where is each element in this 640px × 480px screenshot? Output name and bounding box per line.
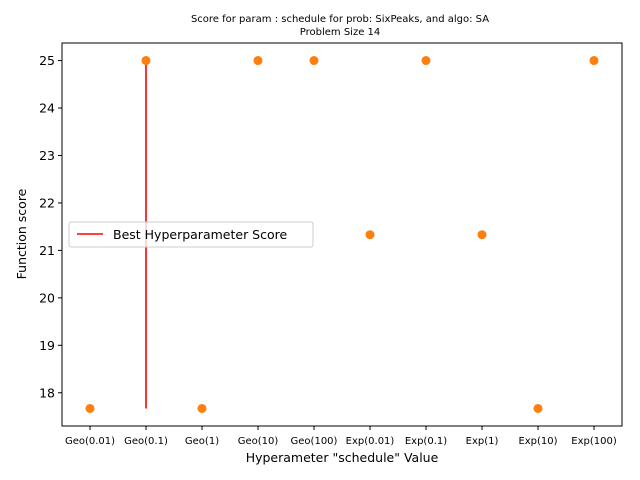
data-point	[421, 56, 431, 66]
x-tick-label: Exp(100)	[571, 436, 617, 447]
legend-frame	[68, 221, 314, 248]
x-axis-label: Hyperameter "schedule" Value	[246, 450, 439, 465]
chart-title-line-2: Problem Size 14	[300, 27, 381, 38]
data-points	[85, 56, 599, 413]
data-point	[589, 56, 599, 66]
data-point	[253, 56, 263, 66]
data-point	[309, 56, 319, 66]
data-point	[477, 230, 487, 240]
data-point	[85, 403, 95, 413]
chart-title-line-1: Score for param : schedule for prob: Six…	[191, 14, 489, 25]
y-tick-label: 19	[39, 338, 55, 353]
data-point	[533, 403, 543, 413]
y-tick-label: 18	[39, 385, 55, 400]
y-tick-label: 23	[39, 148, 55, 163]
y-tick-label: 21	[39, 243, 55, 258]
x-tick-label: Exp(0.01)	[346, 436, 395, 447]
legend: Best Hyperparameter Score	[68, 221, 314, 248]
x-tick-label: Exp(10)	[518, 436, 557, 447]
y-axis-label: Function score	[14, 188, 29, 279]
y-tick-label: 25	[39, 53, 55, 68]
x-tick-label: Geo(100)	[291, 436, 338, 447]
x-tick-label: Geo(10)	[238, 436, 279, 447]
chart-title: Score for param : schedule for prob: Six…	[191, 14, 489, 38]
x-tick-label: Geo(0.01)	[65, 436, 115, 447]
y-tick-label: 20	[39, 290, 55, 305]
legend-label-best-score: Best Hyperparameter Score	[113, 227, 287, 242]
axis-ticks: 18 19 20 21 22 23 24 25 Geo(0.01) Geo(0.1) Geo(1) G…	[39, 53, 617, 447]
y-tick-label: 24	[39, 101, 55, 116]
x-tick-label: Geo(1)	[185, 436, 219, 447]
data-point	[141, 56, 151, 66]
x-tick-label: Exp(1)	[466, 436, 499, 447]
plot-area-frame	[61, 42, 623, 427]
data-point	[365, 230, 375, 240]
x-tick-label: Geo(0.1)	[124, 436, 168, 447]
y-tick-label: 22	[39, 195, 55, 210]
x-tick-label: Exp(0.1)	[405, 436, 447, 447]
data-point	[197, 403, 207, 413]
